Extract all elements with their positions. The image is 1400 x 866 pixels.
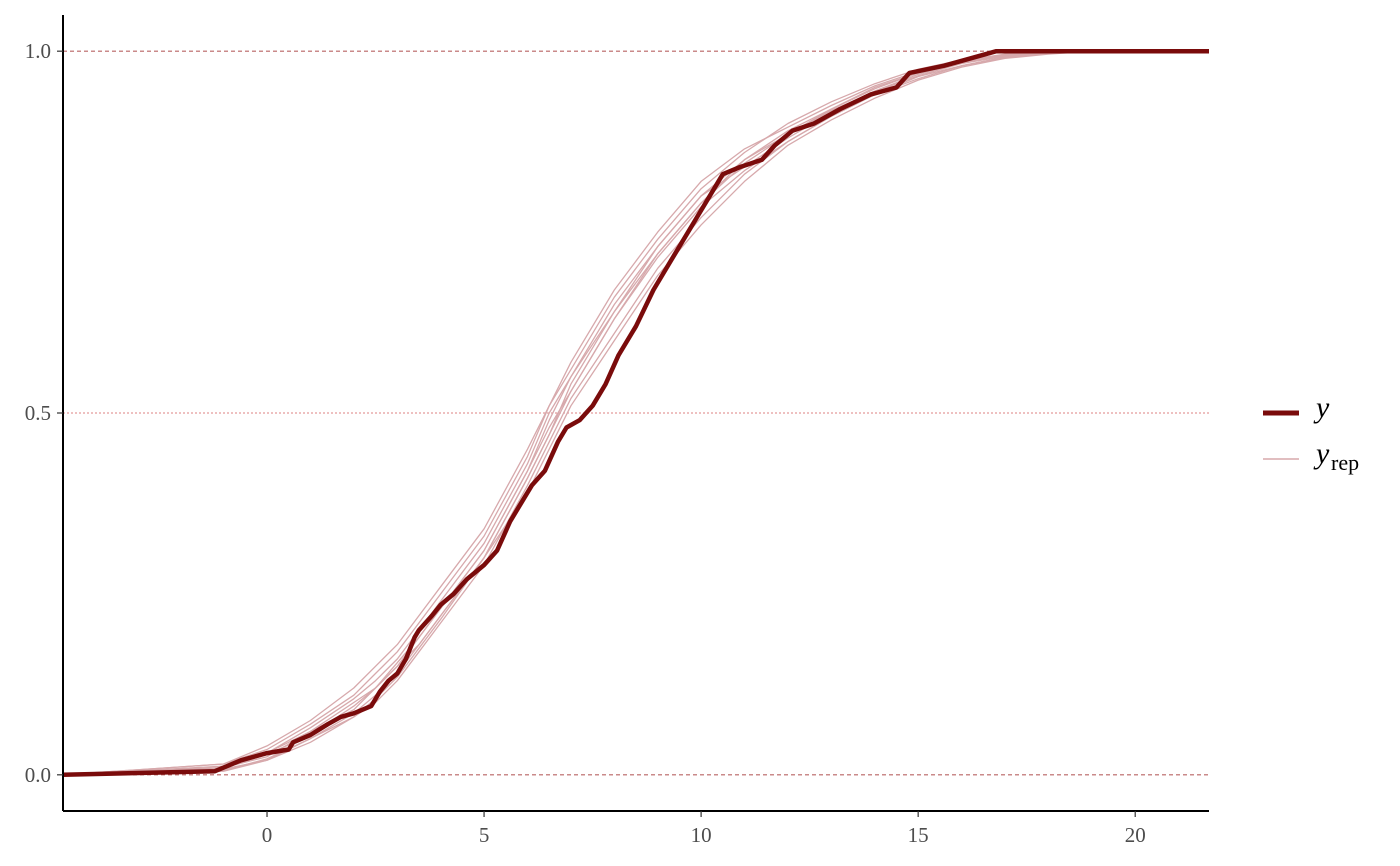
x-tick-label-4: 20 xyxy=(1125,823,1146,847)
x-tick-label-0: 0 xyxy=(262,823,273,847)
y-axis-ticks: 0.0 0.5 1.0 xyxy=(25,39,63,787)
x-tick-label-2: 10 xyxy=(691,823,712,847)
series-y-line xyxy=(62,48,1209,778)
y-series-group xyxy=(62,48,1209,778)
legend-item-y: y xyxy=(1263,391,1330,424)
x-tick-label-1: 5 xyxy=(479,823,490,847)
x-tick-label-3: 15 xyxy=(908,823,929,847)
y-tick-label-1: 0.5 xyxy=(25,401,51,425)
legend-label-yrep: y xyxy=(1313,437,1330,470)
x-axis-ticks: 0 5 10 15 20 xyxy=(262,811,1146,847)
y-tick-label-0: 0.0 xyxy=(25,763,51,787)
legend-label-y: y xyxy=(1313,391,1330,424)
legend: y y rep xyxy=(1263,391,1359,475)
reference-lines xyxy=(63,50,1209,776)
legend-label-yrep-subscript: rep xyxy=(1331,450,1359,475)
series-yrep-line-7 xyxy=(62,50,1209,776)
y-tick-label-2: 1.0 xyxy=(25,39,51,63)
legend-item-yrep: y rep xyxy=(1263,437,1359,475)
